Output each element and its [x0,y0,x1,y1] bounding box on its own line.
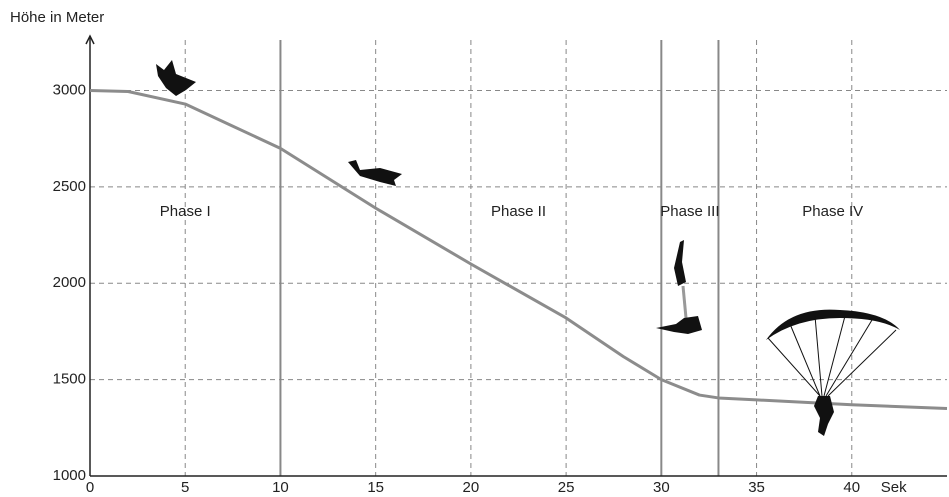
bridle-line [681,285,688,319]
x-tick-label: 35 [748,479,765,496]
parachute-icon [766,309,900,340]
phase-label: Phase IV [802,203,863,220]
icons [156,60,900,436]
x-axis-label: Sek [881,479,907,496]
y-tick-label: 2500 [53,178,86,195]
x-tick-label: 0 [86,479,94,496]
y-axis-arrow [85,34,95,45]
y-tick-label: 2000 [53,274,86,291]
y-tick-label: 1500 [53,371,86,388]
skydiver-icon [814,396,834,436]
y-tick-label: 3000 [53,82,86,99]
x-tick-label: 15 [367,479,384,496]
phase-label: Phase II [491,203,546,220]
phase-label: Phase I [160,203,211,220]
x-tick-label: 20 [463,479,480,496]
x-tick-label: 25 [558,479,575,496]
x-tick-label: 10 [272,479,289,496]
skydiver-icon [156,60,196,96]
y-axis-label: Höhe in Meter [10,9,104,26]
parachute-lines [767,315,897,397]
phase-label: Phase III [660,203,719,220]
x-tick-label: 30 [653,479,670,496]
x-tick-label: 5 [181,479,189,496]
skydiver-icon [348,160,402,186]
altitude-line [89,89,948,411]
y-tick-label: 1000 [53,467,86,484]
pilot-chute-icon [674,240,686,286]
x-tick-label: 40 [843,479,860,496]
skydiver-icon [656,316,702,334]
